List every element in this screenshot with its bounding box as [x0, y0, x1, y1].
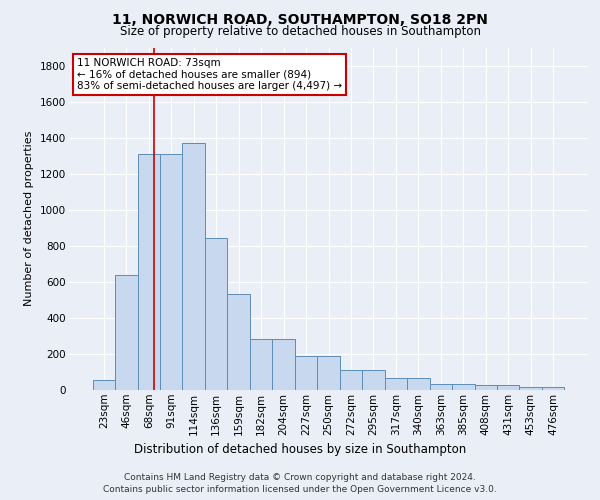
Bar [317, 356, 340, 390]
Bar [250, 338, 272, 390]
Bar [452, 384, 475, 390]
Text: 11, NORWICH ROAD, SOUTHAMPTON, SO18 2PN: 11, NORWICH ROAD, SOUTHAMPTON, SO18 2PN [112, 12, 488, 26]
Bar [92, 380, 115, 390]
Bar [407, 378, 430, 390]
Bar [137, 154, 160, 390]
Bar [497, 386, 520, 390]
Bar [205, 238, 227, 390]
Text: Contains public sector information licensed under the Open Government Licence v3: Contains public sector information licen… [103, 485, 497, 494]
Bar [160, 154, 182, 390]
Bar [542, 388, 565, 390]
Bar [295, 356, 317, 390]
Bar [227, 294, 250, 390]
Bar [520, 388, 542, 390]
Bar [340, 370, 362, 390]
Text: Contains HM Land Registry data © Crown copyright and database right 2024.: Contains HM Land Registry data © Crown c… [124, 472, 476, 482]
Bar [115, 274, 137, 390]
Bar [182, 143, 205, 390]
Text: Distribution of detached houses by size in Southampton: Distribution of detached houses by size … [134, 442, 466, 456]
Y-axis label: Number of detached properties: Number of detached properties [25, 131, 34, 306]
Bar [385, 378, 407, 390]
Bar [475, 386, 497, 390]
Bar [430, 384, 452, 390]
Bar [362, 370, 385, 390]
Text: 11 NORWICH ROAD: 73sqm
← 16% of detached houses are smaller (894)
83% of semi-de: 11 NORWICH ROAD: 73sqm ← 16% of detached… [77, 58, 342, 91]
Bar [272, 338, 295, 390]
Text: Size of property relative to detached houses in Southampton: Size of property relative to detached ho… [119, 25, 481, 38]
